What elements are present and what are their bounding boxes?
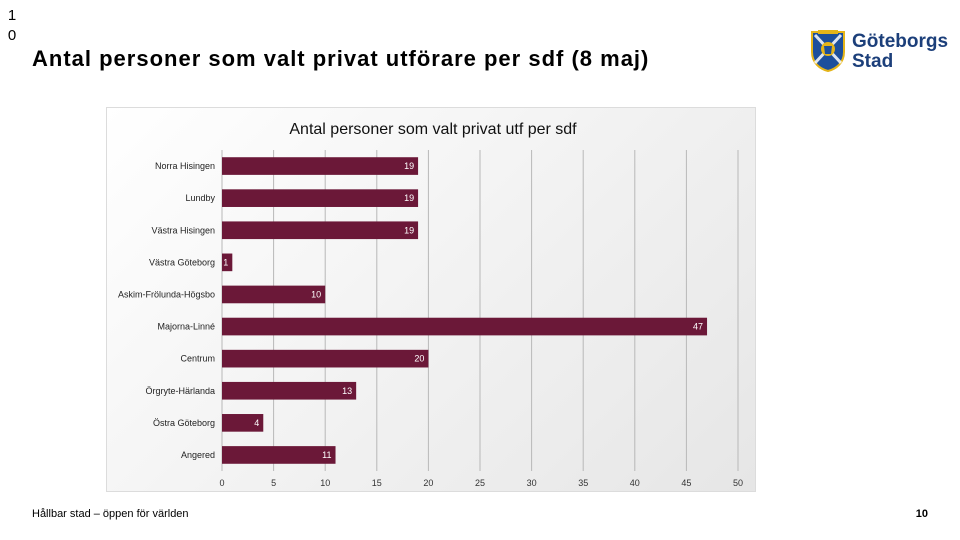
bar <box>222 414 264 432</box>
category-label: Lundby <box>185 193 215 203</box>
category-label: Östra Göteborg <box>153 418 215 428</box>
x-tick-label: 5 <box>271 478 276 488</box>
logo-wordmark: Göteborgs Stad <box>852 32 948 72</box>
data-label: 13 <box>342 386 352 396</box>
data-label: 19 <box>404 225 414 235</box>
x-tick-label: 30 <box>527 478 537 488</box>
x-tick-label: 15 <box>372 478 382 488</box>
bar <box>222 253 233 272</box>
data-label: 11 <box>322 450 331 460</box>
category-label: Örgryte-Härlanda <box>145 386 215 396</box>
x-tick-label: 10 <box>320 478 330 488</box>
chart-panel: Antal personer som valt privat utf per s… <box>106 107 756 492</box>
slide-number-top-digit-2: 0 <box>7 27 17 44</box>
data-label: 19 <box>404 161 414 171</box>
x-tick-label: 35 <box>578 478 588 488</box>
bar <box>222 446 336 464</box>
x-tick-label: 40 <box>630 478 640 488</box>
bar <box>222 189 419 207</box>
bar <box>222 381 357 400</box>
data-label: 20 <box>414 354 424 364</box>
bar-chart: Antal personer som valt privat utf per s… <box>118 121 743 488</box>
bar <box>222 285 326 304</box>
category-label: Majorna-Linné <box>157 322 215 332</box>
goteborgs-stad-logo: Göteborgs Stad <box>808 28 948 76</box>
page-number: 10 <box>915 508 928 520</box>
category-label: Centrum <box>180 354 215 364</box>
chart-title: Antal personer som valt privat utf per s… <box>289 121 577 138</box>
bar <box>222 157 419 175</box>
x-tick-label: 0 <box>219 478 224 488</box>
category-label: Askim-Frölunda-Högsbo <box>118 289 215 299</box>
logo-text-line2: Stad <box>852 51 894 72</box>
bar <box>222 317 708 336</box>
category-label: Västra Göteborg <box>149 257 215 267</box>
x-tick-label: 20 <box>423 478 433 488</box>
category-label: Västra Hisingen <box>151 225 215 235</box>
x-tick-label: 50 <box>733 478 743 488</box>
x-tick-label: 25 <box>475 478 485 488</box>
bar <box>222 349 429 368</box>
slide-number-top: 1 0 <box>6 6 18 46</box>
goteborg-crest-icon <box>811 30 845 72</box>
data-label: 10 <box>311 289 321 299</box>
data-label: 47 <box>693 322 703 332</box>
footer-tagline: Hållbar stad – öppen för världen <box>32 508 189 520</box>
bar <box>222 221 419 240</box>
x-tick-label: 45 <box>681 478 691 488</box>
data-label: 4 <box>254 418 259 428</box>
category-label: Norra Hisingen <box>155 161 215 171</box>
slide-number-top-digit-1: 1 <box>7 7 17 24</box>
category-label: Angered <box>181 450 215 460</box>
data-label: 19 <box>404 193 414 203</box>
logo-text-line1: Göteborgs <box>852 31 949 52</box>
data-label: 1 <box>223 257 228 267</box>
slide-title: Antal personer som valt privat utförare … <box>32 46 650 71</box>
